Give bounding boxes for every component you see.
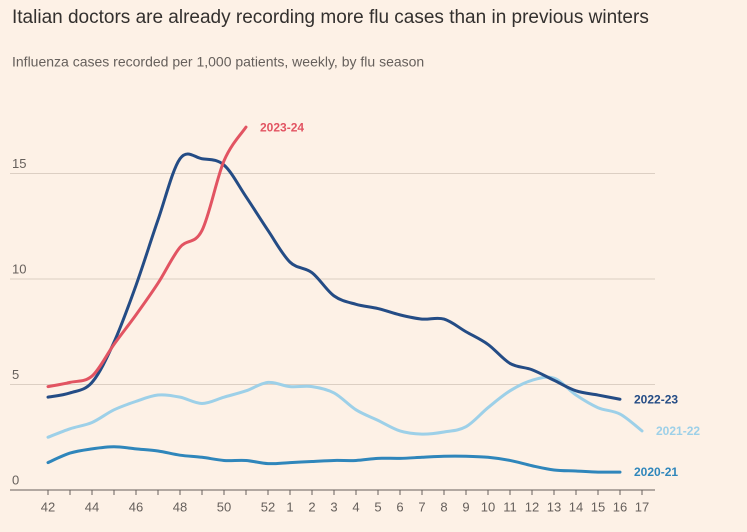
- x-tick-label: 50: [217, 499, 231, 514]
- x-tick-label: 15: [591, 499, 605, 514]
- x-tick-label: 9: [462, 499, 469, 514]
- x-tick-label: 8: [440, 499, 447, 514]
- y-tick-label: 10: [12, 261, 26, 276]
- x-tick-label: 6: [396, 499, 403, 514]
- series-line: [46, 125, 248, 389]
- x-tick-label: 44: [85, 499, 99, 514]
- x-tick-label: 11: [503, 499, 517, 514]
- x-tick-label: 1: [286, 499, 293, 514]
- series-label: 2021-22: [656, 424, 700, 438]
- series-label: 2023-24: [260, 120, 304, 134]
- y-tick-label: 0: [12, 472, 19, 487]
- x-tick-label: 52: [261, 499, 275, 514]
- x-tick-label: 48: [173, 499, 187, 514]
- x-tick-label: 10: [481, 499, 495, 514]
- x-tick-label: 12: [525, 499, 539, 514]
- series-line: [46, 375, 644, 439]
- x-tick-label: 5: [374, 499, 381, 514]
- x-tick-label: 14: [569, 499, 583, 514]
- x-tick-label: 7: [418, 499, 425, 514]
- series-line: [46, 445, 622, 474]
- x-tick-label: 16: [613, 499, 627, 514]
- x-tick-label: 46: [129, 499, 143, 514]
- chart-title: Italian doctors are already recording mo…: [12, 7, 649, 28]
- x-tick-label: 13: [547, 499, 561, 514]
- series-label: 2022-23: [634, 392, 678, 406]
- x-tick-label: 3: [330, 499, 337, 514]
- y-tick-label: 5: [12, 367, 19, 382]
- y-tick-label: 15: [12, 156, 26, 171]
- x-tick-label: 4: [352, 499, 359, 514]
- series-label: 2020-21: [634, 465, 678, 479]
- series-line: [46, 152, 622, 401]
- chart-subtitle: Influenza cases recorded per 1,000 patie…: [12, 54, 424, 70]
- x-tick-label: 42: [41, 499, 55, 514]
- x-tick-label: 2: [308, 499, 315, 514]
- x-tick-label: 17: [635, 499, 649, 514]
